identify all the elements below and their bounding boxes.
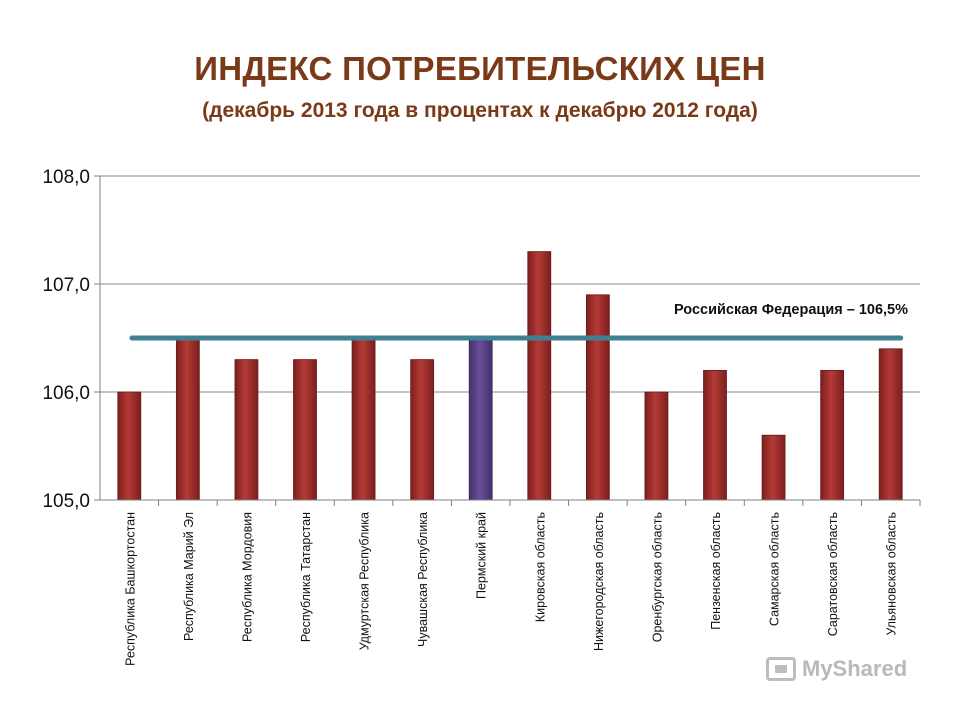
x-tick-label: Республика Башкортостан [123, 512, 137, 666]
bar [527, 251, 552, 501]
chart-subtitle: (декабрь 2013 года в процентах к декабрю… [202, 99, 758, 122]
x-tick-label: Оренбургская область [650, 512, 664, 642]
x-tick-label: Саратовская область [826, 512, 840, 636]
bar [585, 294, 610, 501]
x-tick-label: Республика Мордовия [240, 512, 254, 642]
bar [878, 348, 903, 501]
x-tick-label: Самарская область [768, 512, 782, 626]
reference-line-label: Российская Федерация – 106,5% [674, 302, 908, 318]
x-tick-label: Пензенская область [709, 512, 723, 630]
bar [703, 369, 727, 501]
bar [234, 359, 259, 501]
bar [293, 359, 317, 501]
x-tick-label: Ульяновская область [885, 512, 899, 636]
watermark-text: MyShared [802, 656, 908, 681]
bar [410, 359, 435, 501]
y-tick-label: 105,0 [42, 491, 90, 512]
x-tick-label: Удмуртская Республика [358, 512, 372, 650]
x-tick-label: Нижегородская область [592, 512, 606, 651]
bar [644, 391, 669, 501]
x-tick-label: Республика Татарстан [299, 512, 313, 642]
bar [468, 337, 493, 501]
category-labels: Республика Башкортостан Республика Марий … [123, 512, 898, 666]
watermark: MyShared [766, 656, 907, 682]
reference-line-group: Российская Федерация – 106,5% [129, 302, 908, 341]
x-tick-label: Пермский край [475, 512, 489, 599]
y-tick-label: 107,0 [42, 275, 90, 296]
chart-title: ИНДЕКС ПОТРЕБИТЕЛЬСКИХ ЦЕН [194, 50, 766, 87]
bar [175, 337, 200, 501]
bars [117, 251, 903, 501]
x-tick-label: Кировская область [533, 512, 547, 622]
bar [820, 369, 845, 501]
y-tick-label: 106,0 [42, 383, 90, 404]
bar [761, 434, 786, 501]
y-tick-label: 108,0 [42, 167, 90, 188]
bar [351, 337, 376, 501]
bar [117, 391, 142, 501]
axes: 105,0 106,0 107,0 108,0 [42, 167, 921, 512]
x-tick-label: Чувашская Республика [416, 512, 430, 647]
presentation-icon [766, 657, 796, 681]
x-tick-label: Республика Марий Эл [182, 512, 196, 641]
